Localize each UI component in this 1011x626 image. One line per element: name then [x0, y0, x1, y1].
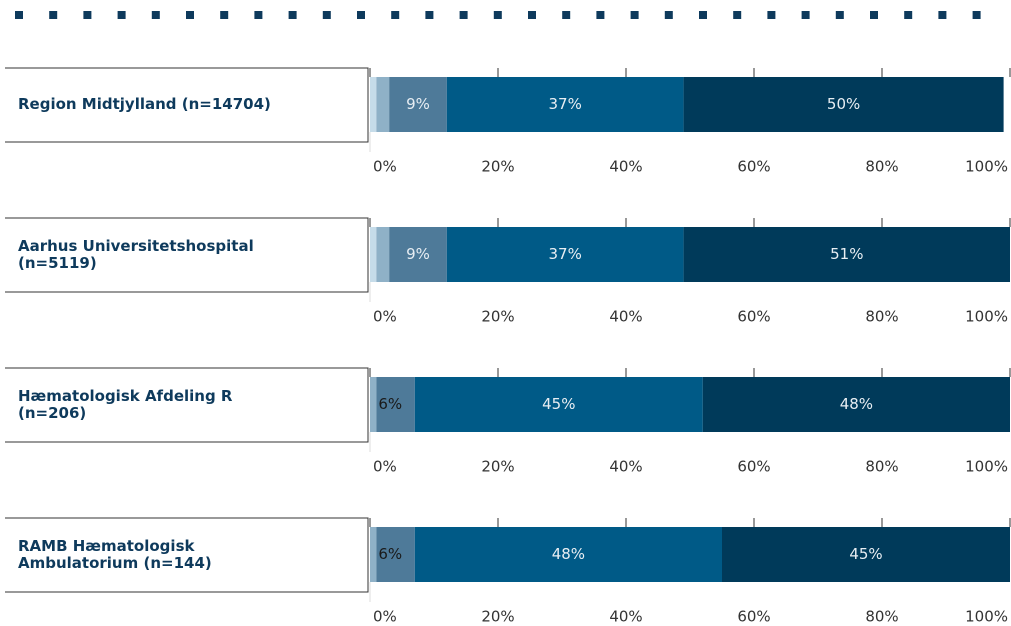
- x-tick-label: 0%: [373, 308, 397, 326]
- bar-segment: [414, 527, 722, 582]
- label-box: [5, 67, 369, 143]
- value-label: 51%: [830, 245, 863, 263]
- x-tick-label: 80%: [865, 308, 898, 326]
- bar-segment: [376, 527, 415, 582]
- bar-segment: [683, 77, 1004, 132]
- bar-segment: [722, 527, 1010, 582]
- label-box: [5, 217, 369, 293]
- x-tick-label: 100%: [965, 458, 1008, 476]
- x-tick-label: 80%: [865, 458, 898, 476]
- category-label: Aarhus Universitetshospital (n=5119): [18, 237, 254, 272]
- bar-segment: [376, 77, 390, 132]
- bar-segment: [446, 227, 684, 282]
- x-tick-label: 0%: [373, 458, 397, 476]
- bar-segment: [446, 77, 684, 132]
- value-label: 37%: [549, 245, 582, 263]
- x-tick-label: 100%: [965, 158, 1008, 176]
- x-tick-label: 20%: [481, 458, 514, 476]
- bar-segment: [414, 377, 703, 432]
- bar-segment: [702, 377, 1010, 432]
- bar-segment: [370, 227, 377, 282]
- category-label: RAMB Hæmatologisk Ambulatorium (n=144): [18, 537, 212, 572]
- x-tick-label: 40%: [609, 608, 642, 626]
- value-label: 9%: [406, 245, 430, 263]
- x-tick-label: 20%: [481, 308, 514, 326]
- x-tick-label: 60%: [737, 158, 770, 176]
- value-label: 6%: [378, 395, 402, 413]
- category-label: Region Midtjylland (n=14704): [18, 95, 271, 113]
- value-label: 48%: [840, 395, 873, 413]
- x-tick-label: 100%: [965, 308, 1008, 326]
- bar-segment: [376, 227, 390, 282]
- bar-segment: [370, 527, 377, 582]
- value-label: 6%: [378, 545, 402, 563]
- value-label: 45%: [542, 395, 575, 413]
- x-tick-label: 60%: [737, 308, 770, 326]
- value-label: 9%: [406, 95, 430, 113]
- x-tick-label: 40%: [609, 458, 642, 476]
- bar-segment: [683, 227, 1010, 282]
- x-tick-label: 20%: [481, 608, 514, 626]
- bar-segment: [389, 77, 447, 132]
- x-tick-label: 100%: [965, 608, 1008, 626]
- bar-segment: [370, 377, 377, 432]
- bar-segment: [370, 77, 377, 132]
- value-label: 50%: [827, 95, 860, 113]
- x-tick-label: 20%: [481, 158, 514, 176]
- x-tick-label: 0%: [373, 608, 397, 626]
- x-tick-label: 60%: [737, 608, 770, 626]
- label-box: [5, 517, 369, 593]
- x-tick-label: 40%: [609, 308, 642, 326]
- x-tick-label: 40%: [609, 158, 642, 176]
- category-label: Hæmatologisk Afdeling R (n=206): [18, 387, 233, 422]
- x-tick-label: 80%: [865, 158, 898, 176]
- x-tick-label: 80%: [865, 608, 898, 626]
- value-label: 45%: [849, 545, 882, 563]
- x-tick-label: 60%: [737, 458, 770, 476]
- value-label: 37%: [549, 95, 582, 113]
- x-tick-label: 0%: [373, 158, 397, 176]
- bar-segment: [376, 377, 415, 432]
- label-box: [5, 367, 369, 443]
- value-label: 48%: [552, 545, 585, 563]
- bar-segment: [389, 227, 447, 282]
